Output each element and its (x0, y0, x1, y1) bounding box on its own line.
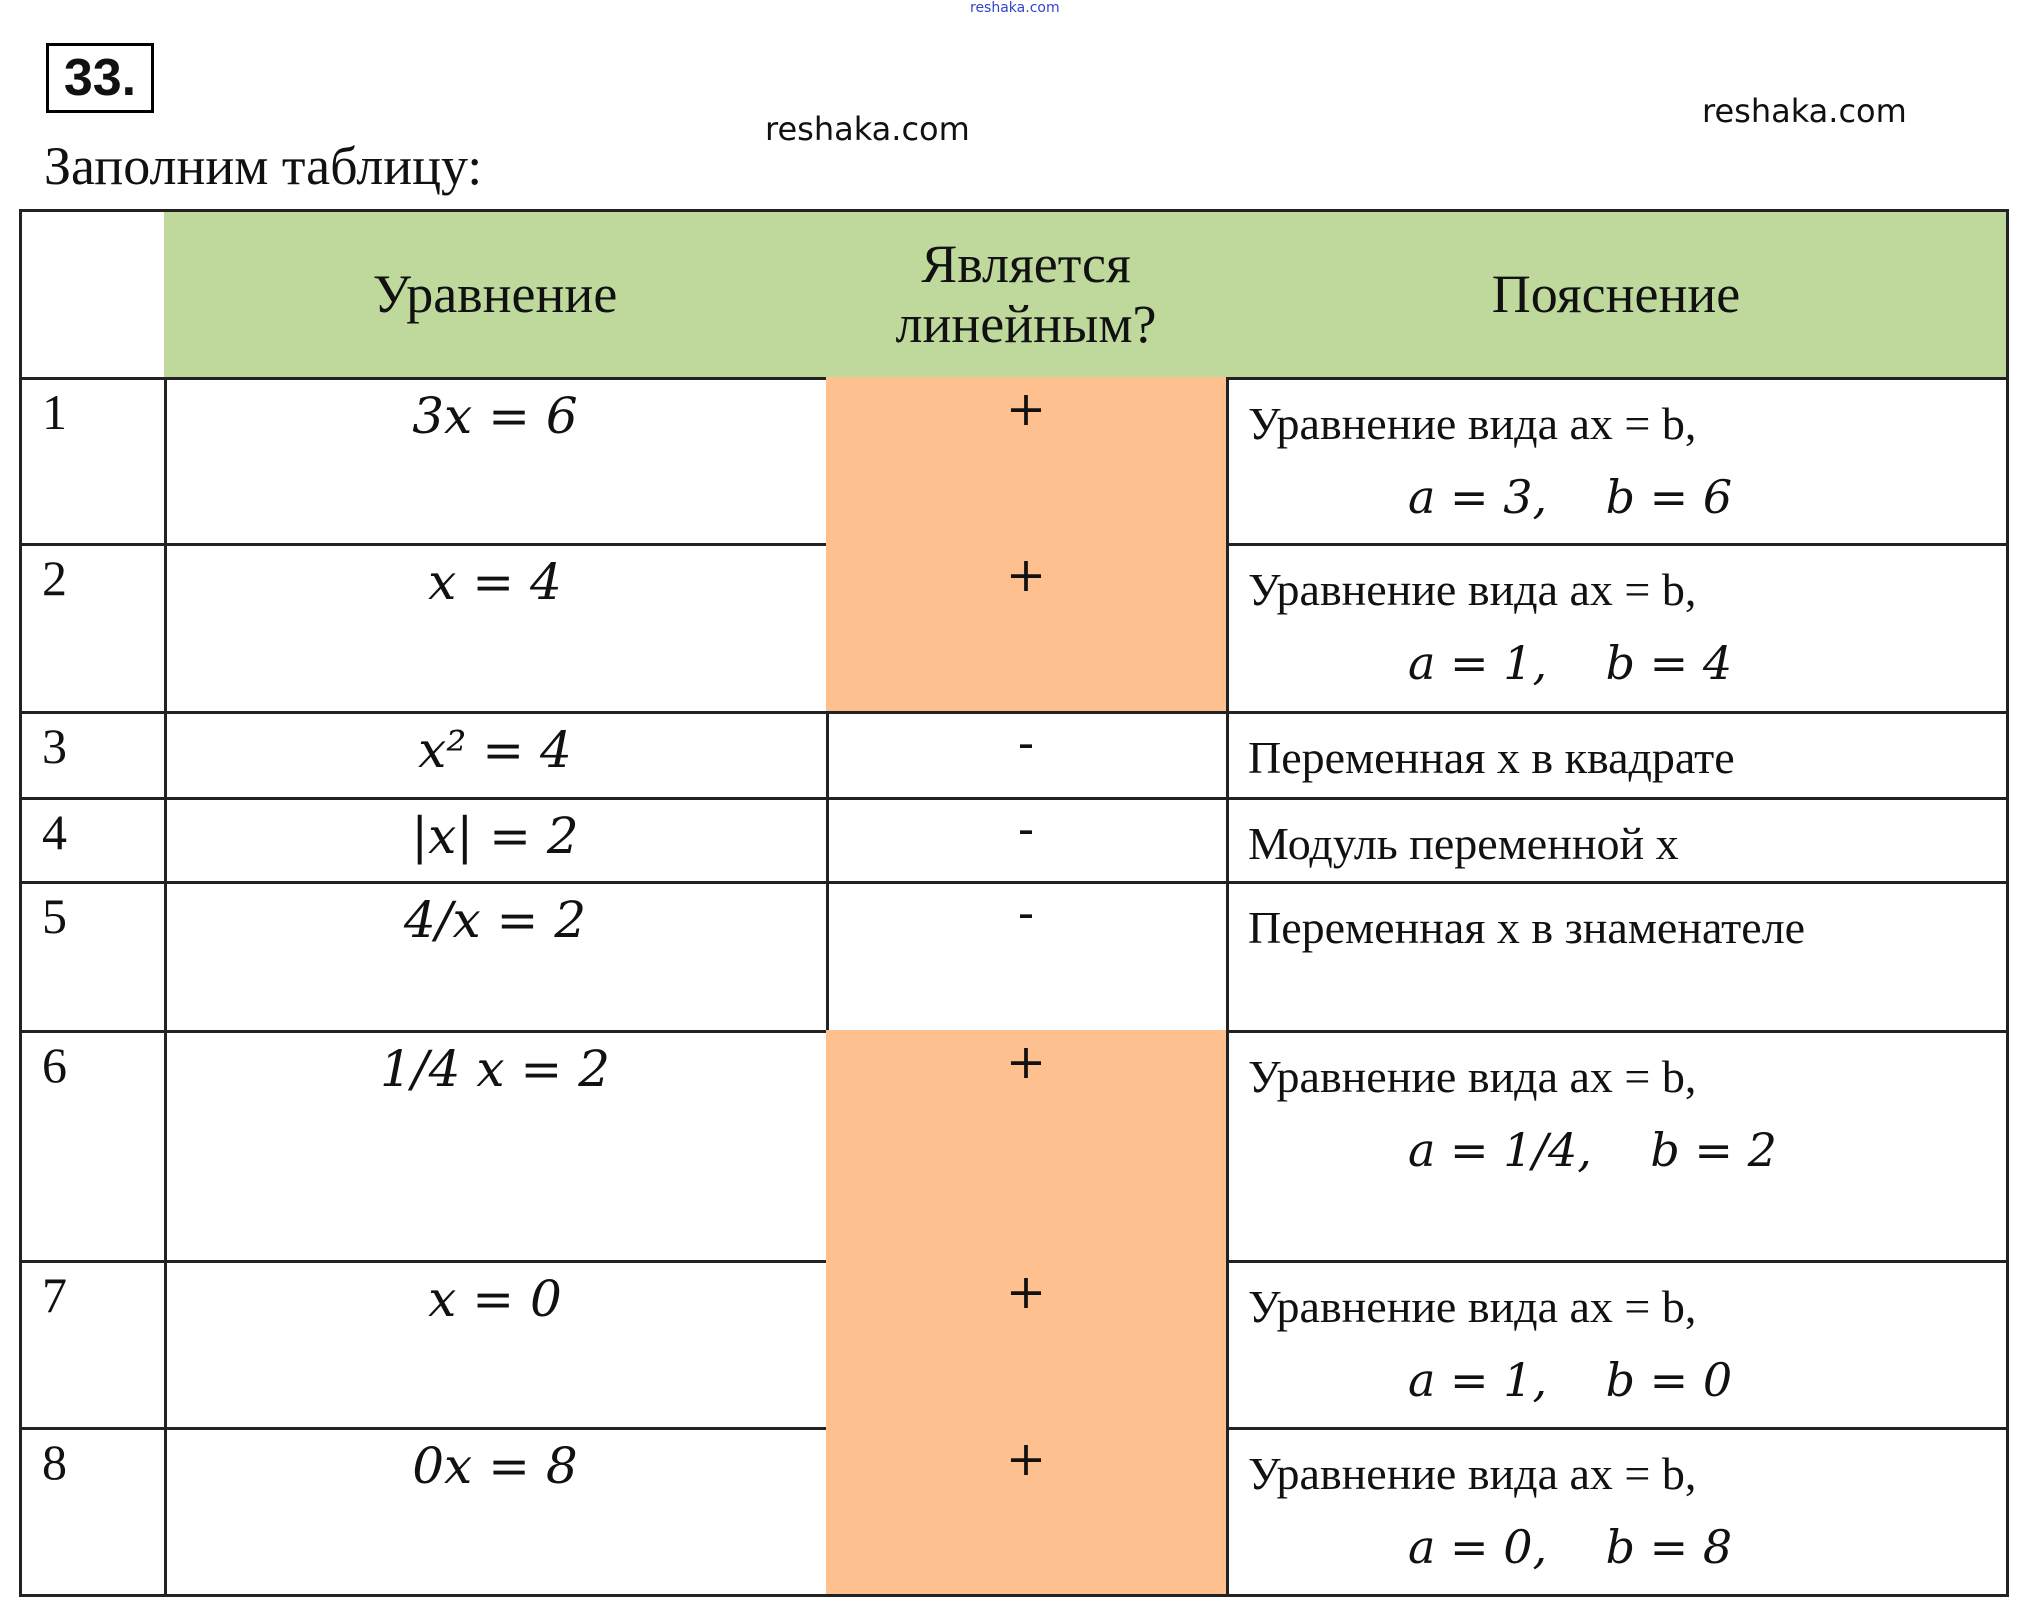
explanation-text: Переменная x в знаменателе (1248, 902, 1806, 953)
watermark: reshaka.com (1702, 92, 1907, 130)
is-linear-mark: + (1005, 1034, 1047, 1090)
is-linear-mark: + (1005, 1431, 1047, 1487)
header-label (22, 212, 62, 231)
equation-cell: 0x = 8 (164, 1427, 829, 1597)
explanation-cell: Модуль переменной x (1226, 797, 2009, 884)
explanation-cell: Уравнение вида ax = b, a = 1, b = 0 (1226, 1260, 2009, 1430)
equation-cell: x² = 4 (164, 711, 829, 800)
explanation-cell: Уравнение вида ax = b, a = 1/4, b = 2 (1226, 1030, 2009, 1263)
row-number: 6 (22, 1030, 167, 1263)
row-number-text: 7 (42, 1267, 67, 1323)
row-number-text: 6 (42, 1037, 67, 1093)
is-linear-cell: + (826, 1427, 1229, 1597)
header-cell: Уравнение (164, 212, 829, 380)
is-linear-cell: + (826, 543, 1229, 714)
is-linear-cell: - (826, 711, 1229, 800)
equation-cell: x = 4 (164, 543, 829, 714)
equation: x² = 4 (418, 721, 572, 779)
equation-cell: 1/4 x = 2 (164, 1030, 829, 1263)
watermark: reshaka.com (970, 0, 1060, 16)
explanation-cell: Уравнение вида ax = b, a = 1, b = 4 (1226, 543, 2009, 714)
row-number: 4 (22, 797, 167, 884)
is-linear-mark: + (1005, 547, 1047, 603)
header-cell (22, 212, 167, 380)
header-label: Уравнение (372, 263, 618, 324)
explanation-text: Уравнение вида ax = b, (1248, 564, 1697, 615)
is-linear-cell: + (826, 377, 1229, 546)
row-number-text: 1 (42, 384, 67, 440)
task-number: 33. (46, 43, 154, 113)
equation-cell: 4/x = 2 (164, 881, 829, 1033)
row-number: 8 (22, 1427, 167, 1597)
equation: 3x = 6 (412, 387, 578, 445)
explanation-params: a = 3, b = 6 (1408, 469, 1733, 524)
equation: 0x = 8 (412, 1437, 578, 1495)
row-number-text: 8 (42, 1434, 67, 1490)
row-number-text: 3 (42, 718, 67, 774)
is-linear-mark: - (1017, 715, 1035, 771)
is-linear-mark: + (1005, 1264, 1047, 1320)
equation-cell: x = 0 (164, 1260, 829, 1430)
intro-text: Заполним таблицу: (44, 136, 483, 196)
is-linear-mark: + (1005, 381, 1047, 437)
explanation-text: Уравнение вида ax = b, (1248, 398, 1697, 449)
explanation-text: Уравнение вида ax = b, (1248, 1448, 1697, 1499)
row-number: 5 (22, 881, 167, 1033)
explanation-cell: Переменная x в знаменателе (1226, 881, 2009, 1033)
row-number: 7 (22, 1260, 167, 1430)
explanation-params: a = 1, b = 4 (1408, 635, 1733, 690)
explanation-cell: Переменная x в квадрате (1226, 711, 2009, 800)
row-number: 3 (22, 711, 167, 800)
is-linear-cell: - (826, 797, 1229, 884)
equation: 4/x = 2 (403, 891, 587, 949)
explanation-params: a = 1, b = 0 (1408, 1352, 1733, 1407)
row-number: 1 (22, 377, 167, 546)
row-number-text: 2 (42, 550, 67, 606)
is-linear-mark: - (1017, 885, 1035, 941)
header-label: Является линейным? (895, 234, 1157, 354)
explanation-params: a = 1/4, b = 2 (1408, 1122, 1777, 1177)
row-number: 2 (22, 543, 167, 714)
row-number-text: 5 (42, 888, 67, 944)
explanation-params: a = 0, b = 8 (1408, 1519, 1733, 1574)
equation: |x| = 2 (411, 807, 579, 865)
header-cell: Является линейным? (826, 212, 1229, 380)
equation: x = 0 (428, 1270, 562, 1328)
is-linear-cell: + (826, 1260, 1229, 1430)
header-cell: Пояснение (1226, 212, 2009, 380)
is-linear-cell: + (826, 1030, 1229, 1263)
header-label: Пояснение (1491, 263, 1741, 324)
explanation-text: Переменная x в квадрате (1248, 732, 1735, 783)
watermark: reshaka.com (765, 110, 970, 148)
equation: x = 4 (428, 553, 562, 611)
explanation-text: Модуль переменной x (1248, 818, 1679, 869)
explanation-cell: Уравнение вида ax = b, a = 0, b = 8 (1226, 1427, 2009, 1597)
is-linear-cell: - (826, 881, 1229, 1033)
table-border (19, 209, 2009, 1597)
equation: 1/4 x = 2 (379, 1040, 611, 1098)
equation-cell: 3x = 6 (164, 377, 829, 546)
explanation-text: Уравнение вида ax = b, (1248, 1281, 1697, 1332)
explanation-text: Уравнение вида ax = b, (1248, 1051, 1697, 1102)
row-number-text: 4 (42, 804, 67, 860)
is-linear-mark: - (1017, 801, 1035, 857)
explanation-cell: Уравнение вида ax = b, a = 3, b = 6 (1226, 377, 2009, 546)
equation-cell: |x| = 2 (164, 797, 829, 884)
